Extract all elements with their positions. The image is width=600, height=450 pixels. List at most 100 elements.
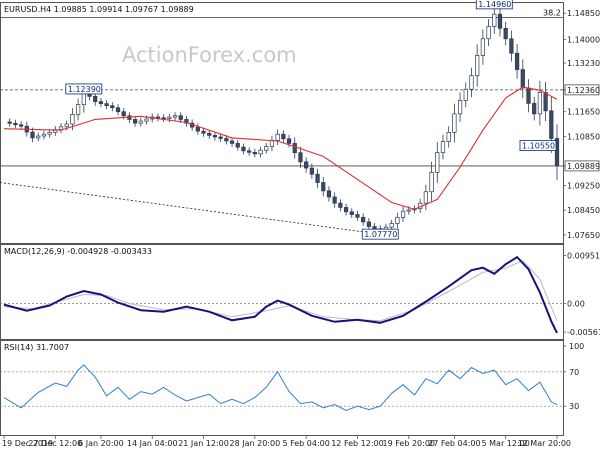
candle-down — [292, 143, 297, 154]
candle-down — [133, 119, 138, 124]
candle-up — [172, 115, 178, 118]
candle-down — [372, 226, 377, 230]
y-tick-label: 1.11650 — [567, 108, 600, 117]
price-y-axis: 1.14850 1.14000 1.13230 1.12360 1.11650 1.108… — [563, 9, 600, 240]
candle-up — [475, 55, 480, 77]
candle-up — [537, 91, 543, 115]
candle-up — [429, 172, 434, 193]
candle-down — [252, 152, 257, 155]
x-tick-label: 12 Feb 12:00 — [331, 439, 383, 448]
x-tick-label: 19 Dec 2019 — [2, 439, 53, 448]
annotation-box — [475, 0, 513, 10]
macd-panel-frame — [0, 244, 564, 340]
candle-up — [264, 146, 269, 151]
candle-up — [406, 209, 411, 212]
candle-down — [224, 138, 229, 142]
y-tick-label: 0.00951 — [567, 252, 600, 261]
candle-down — [104, 103, 109, 107]
candle-down — [212, 135, 218, 138]
candle-down — [18, 124, 24, 127]
candle-down — [207, 132, 212, 136]
annotation-label: 1.14960 — [478, 0, 511, 9]
candle-down — [338, 202, 343, 208]
candle-down — [349, 211, 354, 215]
candle-down — [195, 126, 200, 132]
candle-down — [298, 152, 303, 163]
candle-down — [315, 173, 320, 183]
candle-up — [58, 126, 64, 130]
candle-up — [144, 118, 149, 122]
x-tick-label: 27 Dec 12:00 — [28, 439, 82, 448]
candle-down — [93, 95, 98, 102]
y-tick-label: 70 — [569, 368, 579, 377]
candle-down — [366, 221, 371, 227]
candle-down — [241, 146, 246, 152]
y-tick-label: 1.12360 — [567, 86, 600, 95]
candle-up — [47, 131, 52, 135]
rsi-line — [3, 364, 558, 412]
candle-up — [395, 216, 400, 224]
annotation-label: 1.12390 — [68, 85, 101, 94]
rsi-y-axis: 100 70 30 — [563, 342, 584, 411]
candle-up — [36, 135, 41, 139]
x-tick-label: 5 Feb 04:00 — [282, 439, 329, 448]
x-tick-label: 6 Jan 20:00 — [78, 439, 124, 448]
candle-up — [486, 26, 491, 40]
x-tick-label: 14 Jan 04:00 — [127, 439, 178, 448]
candle-down — [321, 182, 326, 192]
candle-up — [75, 104, 81, 115]
candle-down — [554, 138, 560, 167]
candle-up — [64, 123, 69, 128]
candle-down — [115, 107, 121, 113]
x-tick-label: 12 Mar 20:00 — [518, 439, 571, 448]
y-tick-label: 1.10850 — [567, 132, 600, 141]
candle-down — [13, 122, 18, 126]
candle-down — [30, 131, 35, 139]
y-tick-label: 1.08450 — [567, 206, 600, 215]
candle-up — [463, 88, 468, 101]
candle-down — [520, 69, 525, 89]
candle-up — [258, 149, 263, 155]
macd-header: MACD(12,26,9) -0.004928 -0.003433 — [4, 247, 152, 256]
candle-up — [167, 116, 172, 119]
candle-down — [509, 38, 514, 54]
fib-label: 38.2 — [543, 9, 561, 18]
candle-up — [435, 152, 440, 173]
candle-down — [355, 214, 360, 218]
price-grid: 38.2 — [0, 9, 563, 235]
rsi-grid — [0, 371, 563, 407]
x-tick-label: 5 Mar 12:00 — [482, 439, 530, 448]
annotation-label: 1.07770 — [364, 230, 397, 239]
price-header: EURUSD.H4 1.09885 1.09914 1.09767 1.0988… — [4, 5, 194, 14]
candle-up — [41, 133, 47, 137]
price-marks: 1.12390 1.14960 1.10550 1.07770 — [3, 0, 560, 240]
x-tick-label: 27 Feb 04:00 — [428, 439, 480, 448]
price-panel-frame — [0, 2, 564, 244]
candle-up — [457, 99, 463, 115]
rsi-marks — [3, 364, 558, 412]
candle-down — [526, 87, 531, 104]
y-tick-label: 30 — [569, 402, 579, 411]
candle-down — [532, 103, 537, 115]
candle-down — [332, 196, 337, 204]
candle-up — [400, 210, 406, 218]
candle-down — [121, 111, 126, 117]
candle-up — [269, 140, 275, 147]
candle-down — [110, 105, 115, 109]
rsi-header: RSI(14) 31.7007 — [4, 343, 69, 352]
candle-down — [281, 133, 286, 140]
candle-down — [304, 161, 309, 169]
candle-down — [218, 136, 223, 139]
candle-down — [98, 101, 104, 104]
candle-up — [469, 75, 474, 90]
watermark: ActionForex.com — [122, 43, 297, 67]
candle-down — [503, 27, 508, 40]
y-tick-label: 1.14000 — [567, 35, 600, 44]
candle-up — [275, 133, 280, 141]
candle-down — [247, 150, 252, 153]
y-tick-label: 0.00 — [567, 300, 585, 309]
x-tick-label: 19 Feb 20:00 — [383, 439, 435, 448]
candle-down — [497, 13, 503, 29]
